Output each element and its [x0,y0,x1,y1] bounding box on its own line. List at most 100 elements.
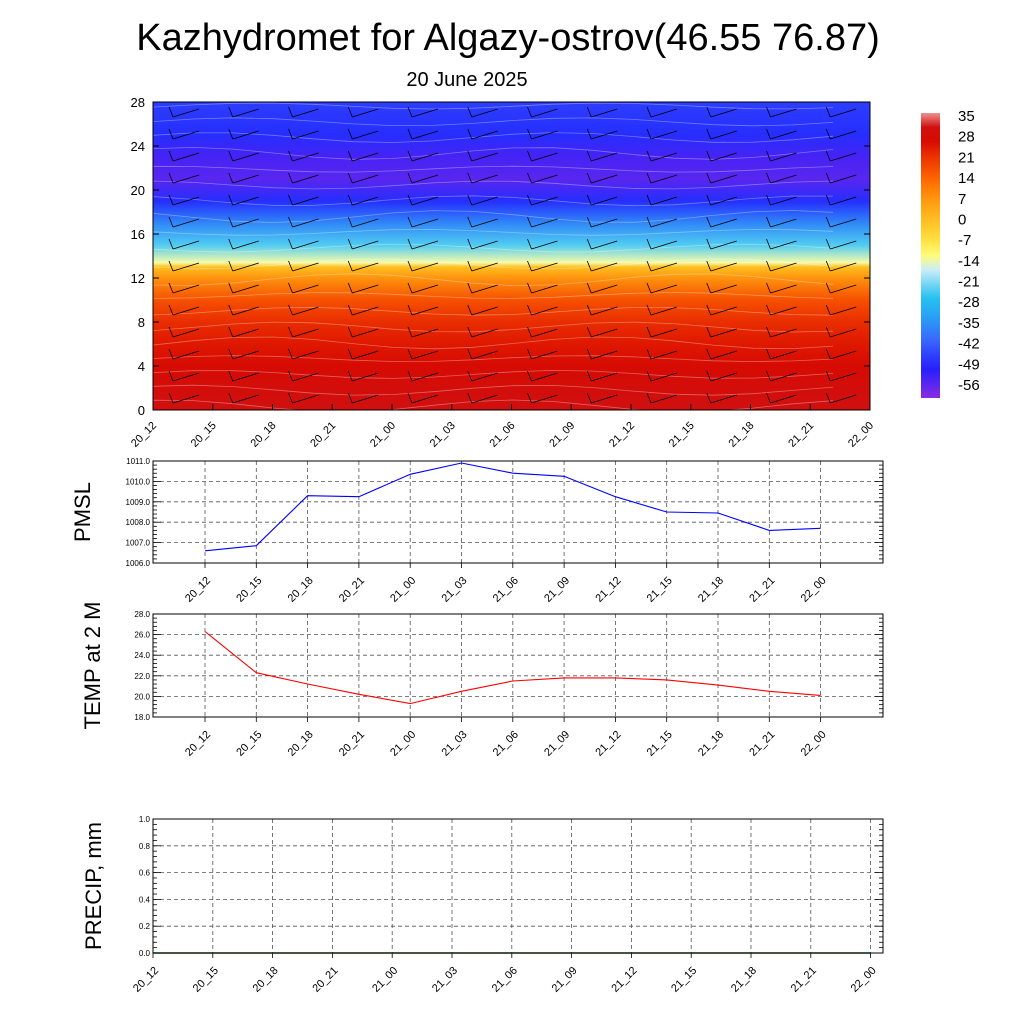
y-tick-label: 20.0 [134,692,150,701]
x-tick-label: 20_18 [249,420,279,450]
colorbar-tick-label: -49 [958,356,980,373]
colorbar-tick-label: -7 [958,232,971,249]
y-tick-label: 22.0 [134,672,150,681]
y-tick-label: 0.4 [139,895,151,904]
x-tick-label: 21_00 [388,729,418,759]
x-tick-label: 21_12 [607,420,637,450]
plot-area [153,614,883,717]
y-tick-label: 1011.0 [126,457,150,466]
x-tick-label: 21_15 [645,575,675,605]
y-tick-label: 20 [131,183,145,198]
colorbar-tick-label: 35 [958,108,975,125]
x-tick-label: 20_21 [337,575,367,605]
x-tick-label: 20_12 [183,729,213,759]
x-tick-label: 20_15 [234,729,264,759]
x-tick-label: 21_12 [593,575,623,605]
y-tick-label: 4 [138,359,145,374]
plot-area [153,819,883,953]
y-tick-label: 0.8 [139,842,151,851]
x-tick-label: 20_15 [191,965,221,995]
y-axis-label: TEMP at 2 M [80,602,105,730]
x-tick-label: 21_06 [491,729,521,759]
x-tick-label: 20_18 [286,729,316,759]
x-tick-label: 21_06 [490,965,520,995]
colorbar-tick-label: 7 [958,191,966,208]
y-tick-label: 24 [131,139,145,154]
y-tick-label: 24.0 [134,651,150,660]
x-tick-label: 21_03 [440,575,470,605]
y-tick-label: 0.0 [139,949,151,958]
temp-2m-panel: 18.0 20.0 22.0 24.0 26.0 28.0 20_12 20_15 20_18 2… [80,602,883,759]
y-tick-label: 0 [138,403,145,418]
y-tick-label: 0.2 [139,922,151,931]
y-tick-label: 1007.0 [126,539,151,548]
y-axis-label: PRECIP, mm [81,822,106,950]
x-tick-label: 22_00 [849,965,879,995]
y-tick-label: 1008.0 [126,518,151,527]
x-tick-label: 20_15 [234,575,264,605]
x-tick-label: 21_09 [550,965,580,995]
x-tick-label: 21_09 [542,729,572,759]
x-tick-label: 21_21 [786,420,816,450]
x-tick-label: 20_21 [308,420,338,450]
colorbar-tick-label: 14 [958,170,975,187]
x-tick-label: 21_06 [488,420,518,450]
colorbar-tick-label: 28 [958,129,975,146]
y-axis-label: PMSL [70,482,95,542]
y-tick-label: 0.6 [139,869,151,878]
x-tick-label: 21_00 [388,575,418,605]
colorbar-tick-label: -56 [958,377,980,394]
x-tick-label: 21_12 [609,965,639,995]
x-tick-label: 21_06 [491,575,521,605]
chart-title: Kazhydromet for Algazy-ostrov(46.55 76.8… [136,17,880,59]
x-tick-label: 22_00 [846,420,876,450]
x-tick-label: 21_18 [727,420,757,450]
plot-area [153,461,883,563]
x-tick-label: 20_12 [183,575,213,605]
colorbar-tick-label: 21 [958,149,975,166]
x-tick-label: 20_12 [129,420,159,450]
x-tick-label: 21_15 [669,965,699,995]
y-tick-label: 12 [131,271,145,286]
colorbar-tick-label: -35 [958,315,980,332]
y-tick-label: 28 [131,95,145,110]
x-tick-label: 21_03 [428,420,458,450]
colorbar-tick-label: -21 [958,274,980,291]
x-tick-label: 21_18 [696,575,726,605]
x-tick-label: 21_00 [368,420,398,450]
x-tick-label: 21_09 [547,420,577,450]
y-tick-label: 28.0 [134,610,150,619]
x-tick-label: 21_03 [430,965,460,995]
chart-subtitle: 20 June 2025 [406,69,527,91]
x-tick-label: 21_21 [747,575,777,605]
x-tick-label: 21_15 [645,729,675,759]
y-tick-label: 8 [138,315,145,330]
x-tick-label: 22_00 [799,729,829,759]
x-tick-label: 21_03 [440,729,470,759]
x-tick-label: 20_21 [310,965,340,995]
x-tick-label: 21_18 [729,965,759,995]
pmsl-panel: 1006.01007.01008.01009.01010.01011.020_1… [70,457,883,605]
x-tick-label: 20_18 [251,965,281,995]
colorbar-scale [921,113,940,398]
precip-panel: 0.0 0.2 0.4 0.6 0.8 1.0 20_12 20_15 20_18 20_21 21… [81,815,883,995]
x-tick-label: 21_21 [789,965,819,995]
x-tick-label: 21_21 [747,729,777,759]
colorbar-tick-label: -28 [958,294,980,311]
y-tick-label: 18.0 [134,713,150,722]
x-tick-label: 21_09 [542,575,572,605]
x-tick-label: 20_18 [286,575,316,605]
colorbar-tick-label: -14 [958,253,980,270]
y-tick-label: 1.0 [139,815,151,824]
x-tick-label: 20_21 [337,729,367,759]
y-tick-label: 26.0 [134,631,150,640]
y-tick-label: 1006.0 [126,559,151,568]
x-tick-label: 21_15 [667,420,697,450]
x-tick-label: 20_12 [131,965,161,995]
colorbar-tick-label: -42 [958,336,980,353]
x-tick-label: 20_15 [189,420,219,450]
y-tick-label: 1009.0 [126,498,151,507]
